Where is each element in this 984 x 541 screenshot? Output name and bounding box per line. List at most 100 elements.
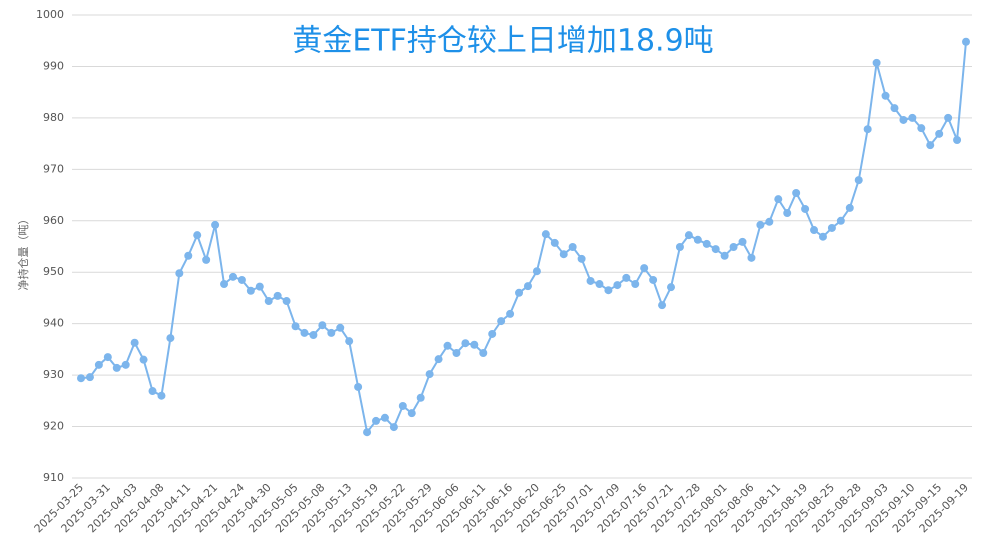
data-point	[559, 250, 568, 259]
data-point	[854, 176, 863, 185]
data-point	[631, 280, 640, 289]
data-point	[515, 288, 524, 297]
data-point	[407, 409, 416, 418]
data-point	[255, 282, 264, 291]
data-point	[765, 217, 774, 226]
data-point	[470, 340, 479, 349]
data-point	[953, 136, 962, 145]
data-point	[94, 360, 103, 369]
chart-title: 黄金ETF持仓较上日增加18.9吨	[292, 24, 713, 59]
data-point	[291, 322, 300, 331]
data-point	[586, 276, 595, 285]
data-point	[282, 297, 291, 306]
data-point	[461, 339, 470, 348]
y-tick-label: 980	[43, 111, 64, 124]
data-point	[810, 226, 819, 235]
data-point	[300, 328, 309, 337]
y-tick-label: 940	[43, 317, 64, 330]
data-point	[747, 253, 756, 262]
data-point	[827, 223, 836, 232]
data-point	[729, 243, 738, 252]
data-point	[711, 245, 720, 254]
data-point	[962, 37, 970, 46]
data-point	[112, 363, 121, 372]
data-point	[890, 104, 899, 113]
data-point	[121, 360, 130, 369]
data-point	[818, 232, 827, 241]
data-point	[872, 58, 881, 67]
data-point	[77, 374, 85, 383]
data-point	[917, 124, 926, 133]
data-point	[845, 203, 854, 212]
data-point	[541, 230, 550, 239]
data-point	[175, 269, 184, 278]
data-point	[318, 321, 327, 330]
data-point	[202, 255, 211, 264]
data-point	[801, 204, 810, 213]
data-point	[336, 323, 345, 332]
data-point	[85, 373, 94, 382]
data-point	[354, 382, 363, 391]
data-point	[345, 337, 354, 346]
data-point	[944, 113, 953, 122]
y-tick-label: 990	[43, 59, 64, 72]
data-point	[702, 239, 711, 248]
data-point	[372, 416, 380, 425]
y-tick-label: 1000	[36, 8, 64, 21]
data-point	[273, 291, 282, 300]
data-point	[658, 301, 667, 310]
data-point	[398, 401, 407, 410]
data-point	[434, 355, 443, 364]
y-tick-label: 960	[43, 214, 64, 227]
data-point	[532, 267, 541, 276]
data-point	[497, 317, 506, 326]
data-point	[211, 220, 220, 229]
data-point	[622, 273, 631, 282]
data-point	[220, 280, 229, 289]
data-point	[130, 338, 139, 347]
data-point	[327, 328, 336, 337]
y-tick-label: 930	[43, 368, 64, 381]
data-point	[640, 264, 649, 273]
data-point	[193, 231, 202, 240]
data-point	[228, 272, 237, 281]
data-point	[103, 353, 112, 362]
data-point	[246, 286, 255, 295]
y-tick-label: 970	[43, 162, 64, 175]
data-point	[139, 355, 148, 364]
data-point	[756, 220, 765, 229]
data-point	[792, 188, 801, 197]
data-point	[836, 216, 845, 225]
data-point	[166, 334, 175, 343]
data-point	[595, 280, 604, 289]
data-point	[720, 251, 729, 260]
data-point	[649, 275, 658, 284]
data-point	[863, 125, 872, 134]
data-point	[908, 113, 917, 122]
y-tick-label: 910	[43, 471, 64, 484]
data-point	[416, 393, 425, 402]
data-point	[425, 370, 434, 379]
data-point	[577, 254, 586, 263]
data-point	[881, 91, 890, 100]
data-point	[926, 141, 935, 150]
data-point	[693, 235, 702, 244]
data-point	[935, 129, 944, 138]
data-point	[264, 297, 273, 306]
data-point	[568, 243, 577, 252]
data-point	[380, 413, 389, 422]
data-point	[550, 238, 559, 247]
data-point	[675, 243, 684, 252]
data-line	[80, 41, 967, 435]
data-point	[237, 275, 246, 284]
data-point	[443, 341, 452, 350]
data-point	[613, 281, 622, 290]
data-point	[684, 231, 693, 240]
data-point	[488, 329, 497, 338]
data-point	[899, 115, 908, 124]
data-point	[389, 423, 398, 432]
y-tick-label: 950	[43, 265, 64, 278]
data-point	[667, 283, 675, 292]
data-point	[363, 428, 372, 437]
